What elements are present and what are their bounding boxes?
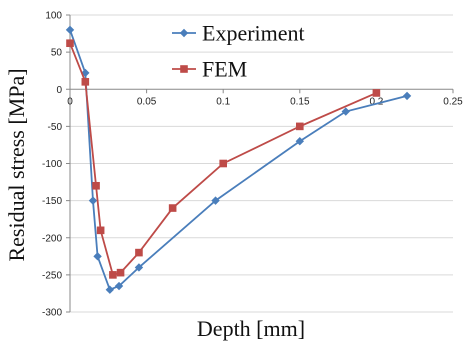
y-tick-label: -150	[42, 196, 62, 207]
data-point	[105, 285, 115, 294]
data-point	[66, 39, 74, 48]
legend: Experiment FEM	[172, 21, 305, 82]
x-tick-labels: 0 0.05 0.1 0.15 0.2 0.25	[67, 96, 463, 107]
data-point	[114, 281, 124, 291]
legend-item-fem: FEM	[172, 57, 247, 82]
data-point	[96, 226, 105, 235]
y-tick-label: 0	[56, 85, 62, 96]
data-point	[168, 204, 177, 212]
legend-marker	[180, 65, 188, 73]
y-tick-label: -200	[42, 233, 62, 244]
data-point	[341, 107, 350, 116]
x-tick-label: 0.05	[137, 96, 157, 107]
y-tick-label: -250	[42, 270, 62, 281]
data-point	[219, 159, 227, 168]
data-point	[88, 196, 98, 205]
data-point	[65, 25, 75, 35]
data-point	[92, 181, 100, 190]
series-fem	[66, 39, 381, 279]
data-point	[134, 263, 144, 272]
data-point	[211, 196, 220, 205]
data-point	[93, 252, 102, 261]
series-group	[65, 25, 412, 294]
gridlines	[70, 14, 453, 313]
axes	[66, 14, 454, 313]
data-point	[109, 271, 117, 279]
data-point	[81, 78, 90, 86]
y-tick-label: -50	[48, 122, 63, 133]
x-tick-label: 0.2	[369, 96, 383, 107]
x-tick-label: 0.25	[443, 96, 463, 107]
x-tick-label: 0	[67, 96, 73, 107]
legend-label: Experiment	[202, 21, 305, 46]
legend-label: FEM	[202, 57, 247, 82]
data-point	[116, 268, 125, 277]
data-point	[296, 122, 304, 131]
legend-item-experiment: Experiment	[172, 21, 305, 46]
x-axis-label: Depth [mm]	[197, 316, 305, 341]
y-axis-label: Residual stress [MPa]	[4, 68, 29, 261]
y-tick-label: 100	[45, 11, 62, 22]
data-point	[295, 137, 304, 146]
y-tick-labels: 100 50 0 -50 -100 -150 -200 -250 -300	[42, 11, 62, 319]
series-experiment	[65, 25, 412, 294]
data-point	[402, 91, 412, 101]
data-point	[372, 89, 381, 97]
x-tick-label: 0.15	[290, 96, 310, 107]
y-tick-label: -100	[42, 159, 62, 170]
legend-marker	[179, 28, 189, 38]
y-tick-label: -300	[42, 308, 62, 319]
y-tick-label: 50	[51, 48, 63, 59]
data-point	[135, 248, 143, 257]
x-tick-label: 0.1	[216, 96, 230, 107]
